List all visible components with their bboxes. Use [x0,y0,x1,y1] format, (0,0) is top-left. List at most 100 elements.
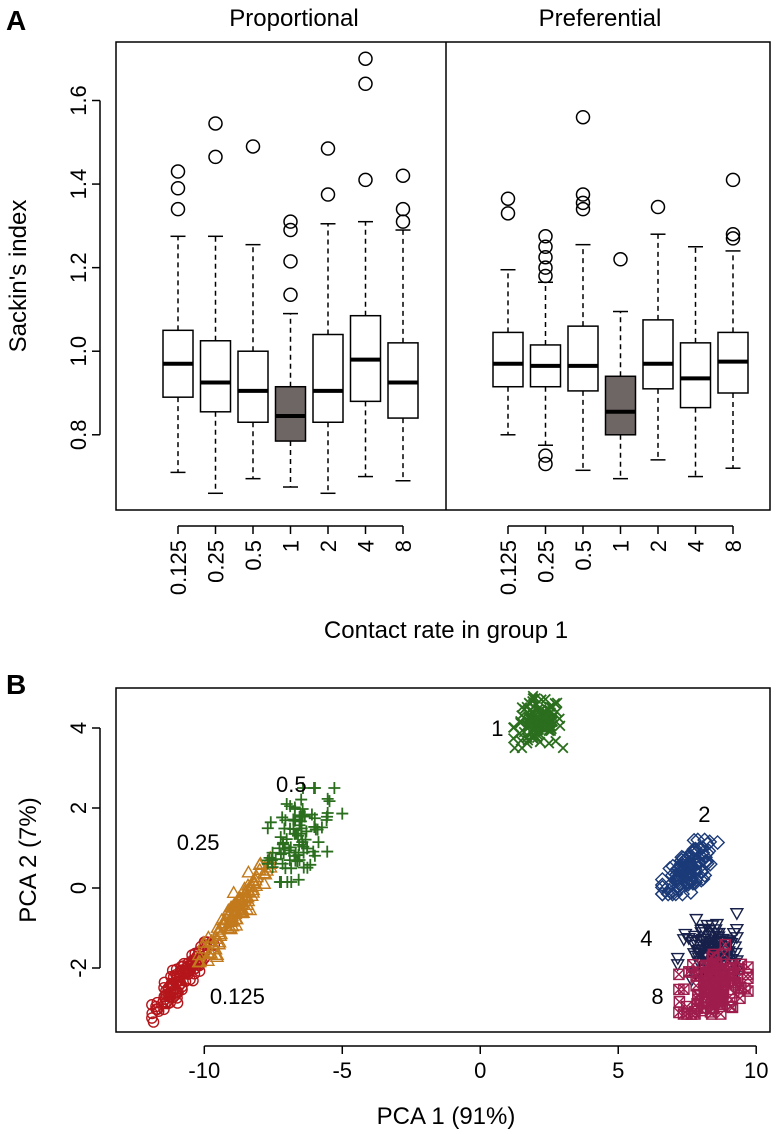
triangle-up-marker [201,946,216,960]
x-tick-label: 0.25 [204,540,229,583]
square-x-marker [712,995,724,1008]
box [604,375,637,436]
square-x-marker [718,948,730,960]
plus-marker [261,822,274,835]
panel-a-x-label: Contact rate in group 1 [324,617,568,644]
square-x-marker [673,968,685,981]
panel-b-y-label: PCA 2 (7%) [15,797,42,922]
outlier-point [395,201,411,217]
triangle-up-marker [245,873,261,887]
triangle-down-marker [686,939,702,953]
square-x-cross [742,972,754,984]
plus-marker [285,862,298,875]
triangle-down-marker [708,924,723,937]
outlier-point [538,260,553,275]
triangle-up-marker [238,885,253,898]
plus-marker [277,847,290,860]
y-tick-label: 1.0 [66,336,91,367]
box [679,342,712,409]
outlier-point [650,199,666,215]
plus-marker [309,823,322,836]
square-x-cross [735,958,747,971]
outlier-point [170,164,186,179]
plus-marker [301,861,314,874]
diamond-marker [673,856,690,872]
triangle-up-marker [211,924,226,938]
triangle-down-marker [700,938,715,951]
cluster-label-1: 1 [491,716,503,741]
circle-marker [184,973,196,986]
x-tick-label: 4 [684,540,709,552]
x-tick-label: 8 [721,540,746,552]
circle-marker [147,1016,160,1028]
circle-marker [165,970,177,983]
boxplot-preferential-2 [642,199,674,461]
square-x-cross [715,1008,727,1020]
plus-marker [304,858,317,871]
square-x-cross [692,993,704,1005]
plus-marker [284,822,297,835]
cluster-label-4: 4 [640,926,652,951]
panel-b-points [146,690,754,1028]
x-tick-label: 0.25 [534,540,559,583]
x-tick-label: 1 [279,540,304,552]
plus-marker [300,825,313,838]
box [312,333,344,423]
x-marker [549,697,561,709]
box [237,350,269,424]
panel-a-y-label: Sackin's index [5,200,32,353]
triangle-down-marker [670,952,686,966]
diamond-marker [660,886,676,902]
panel-a-label: A [6,5,26,36]
square-x-cross [683,966,695,978]
triangle-up-marker [192,954,208,968]
cluster-label-0.25: 0.25 [177,830,220,855]
diamond-marker [654,877,670,893]
plus-marker [308,849,321,862]
triangle-down-marker [727,941,743,954]
outlier-point [575,187,591,202]
square-x-marker [710,978,722,991]
boxplot-proportional-1 [274,214,307,488]
diamond-marker [683,884,699,900]
box [567,325,599,392]
square-x-marker [719,938,732,951]
panel-a-boxplots [162,51,749,495]
diamond-marker [654,886,670,902]
y-tick-label: 1.2 [66,252,91,283]
square-x-marker [714,993,727,1006]
cluster-label-2: 2 [698,802,710,827]
square-x-marker [698,983,711,995]
square-x-cross [691,998,703,1010]
square-x-cross [710,979,722,991]
box [642,319,674,390]
x-tick-label: 4 [354,540,379,552]
diamond-marker [672,880,688,896]
square-x-cross [742,968,754,981]
plus-marker [296,802,309,815]
x-marker [535,704,547,716]
square-x-cross [710,957,722,969]
triangle-down-marker [689,913,704,927]
triangle-up-marker [191,947,206,961]
outlier-point [283,222,298,238]
square-x-cross [725,968,738,980]
triangle-down-marker [726,928,742,941]
diamond-marker [687,841,704,857]
x-marker [515,717,526,729]
y-tick-label: 2 [66,802,91,814]
square-x-marker [725,958,738,971]
outlier-point [320,141,336,156]
plus-marker [293,819,306,832]
x-tick-label: 0.5 [241,540,266,571]
square-x-cross [726,994,738,1006]
y-tick-label: 4 [66,722,91,734]
diamond-marker [692,854,708,870]
square-x-marker [677,1008,690,1020]
plus-marker [287,813,300,826]
plus-marker [261,857,274,870]
outlier-point [538,448,553,463]
outlier-point [575,201,591,217]
triangle-down-marker [670,959,685,972]
series-0.5 [261,782,349,888]
